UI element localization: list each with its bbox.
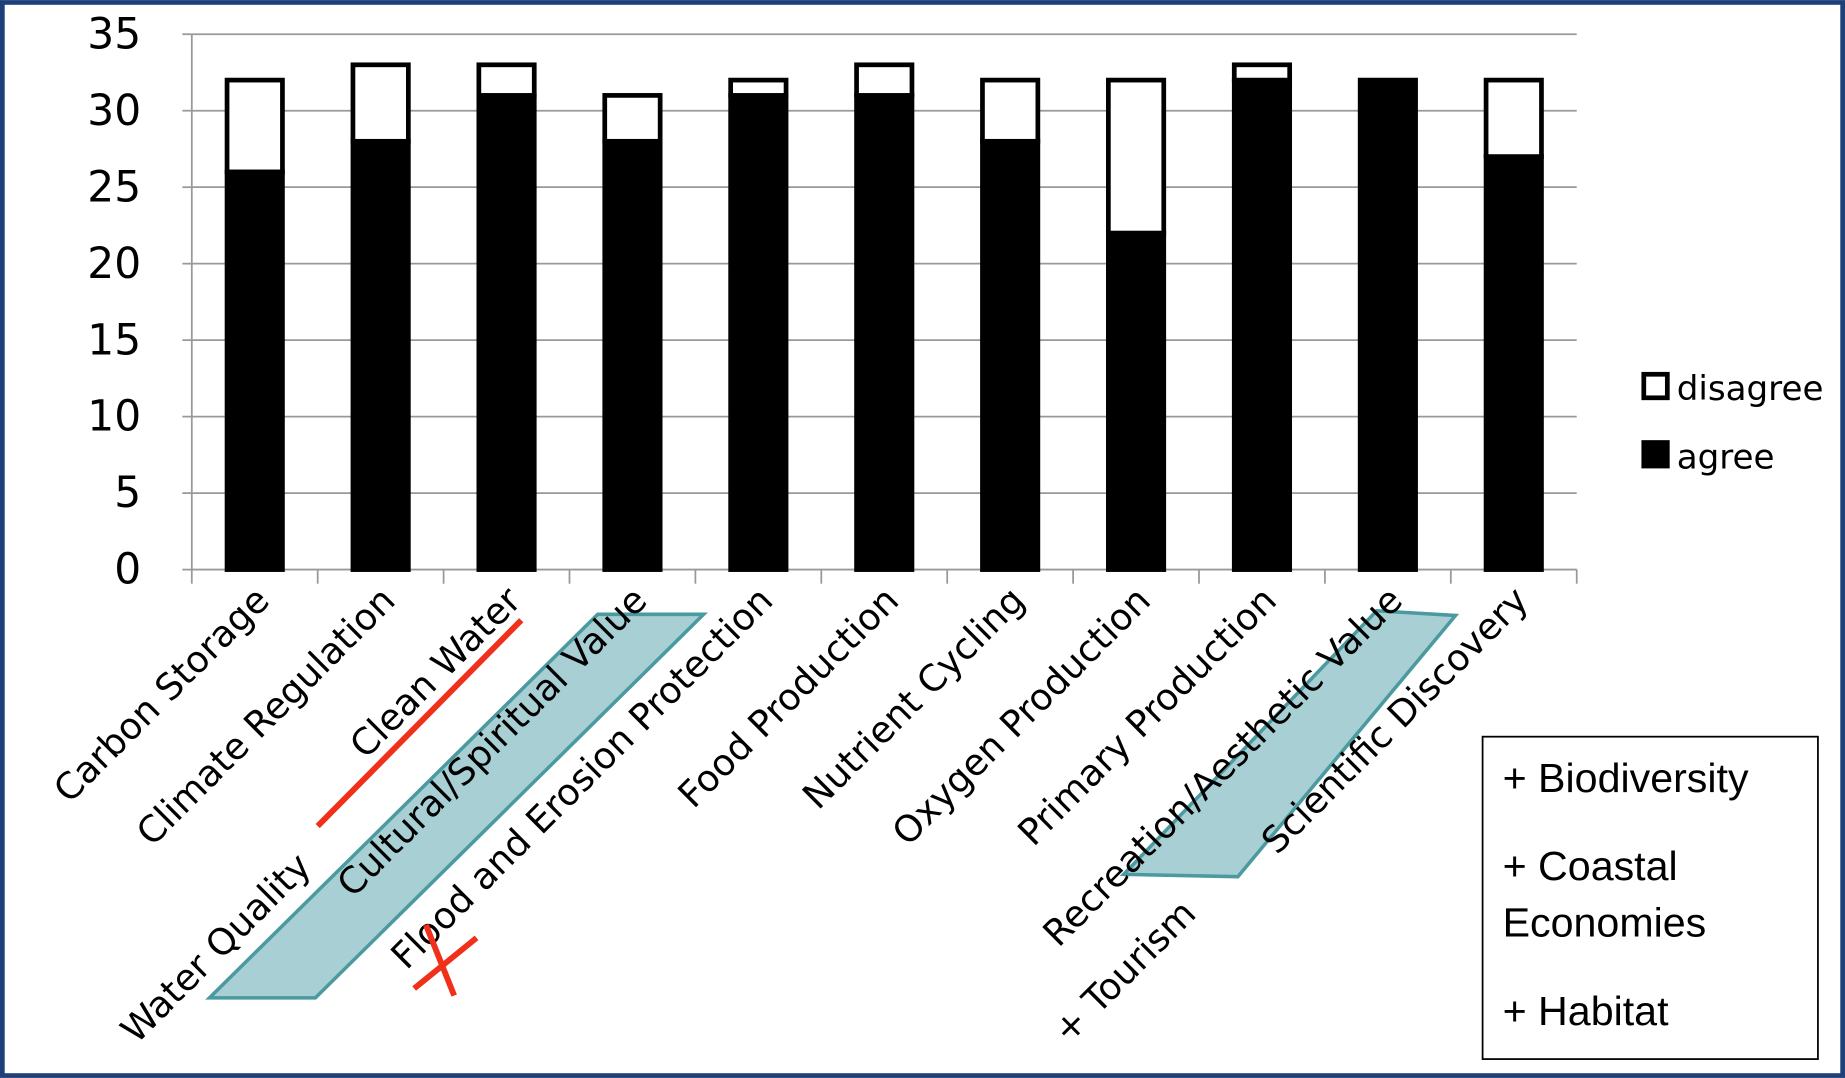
- bar-segment: [1231, 62, 1293, 83]
- note-box: [1481, 735, 1819, 1060]
- bar-segment: [980, 77, 1041, 144]
- bar-segment: [476, 62, 537, 98]
- bar-segment: [854, 93, 915, 572]
- bar-segment: [1106, 77, 1167, 236]
- bar-segment: [728, 93, 789, 572]
- y-tick-label: 5: [114, 468, 141, 517]
- bar-segment: [1106, 230, 1167, 572]
- strike-x: [412, 935, 479, 991]
- bar-segment: [602, 138, 663, 572]
- y-tick-label: 30: [87, 86, 141, 135]
- bar-segment: [602, 93, 663, 144]
- bar-segment: [1231, 77, 1293, 572]
- bar-segment: [476, 93, 537, 572]
- bar-segment: [728, 77, 789, 98]
- bar-segment: [1483, 154, 1544, 572]
- bar-segment: [350, 138, 411, 572]
- y-tick-label: 0: [114, 545, 141, 594]
- y-tick-label: 35: [87, 9, 141, 58]
- legend-swatch: [1641, 371, 1670, 401]
- bar-segment: [854, 62, 915, 98]
- strike-x: [423, 923, 457, 997]
- legend-label: agree: [1677, 437, 1775, 477]
- bar-segment: [980, 138, 1041, 572]
- bar-segment: [350, 62, 411, 144]
- note-text: + Habitat: [1503, 988, 1669, 1034]
- note-text: Economies: [1503, 900, 1707, 946]
- y-tick-label: 15: [87, 315, 141, 364]
- bar-segment: [1357, 77, 1418, 572]
- bar-segment: [1483, 77, 1544, 159]
- y-tick-label: 20: [87, 239, 141, 288]
- bar-segment: [224, 169, 285, 572]
- y-tick-label: 10: [87, 392, 141, 441]
- legend-swatch: [1641, 440, 1670, 469]
- note-text: + Coastal: [1503, 843, 1678, 889]
- note-text: + Biodiversity: [1503, 755, 1749, 801]
- strike-line: [315, 618, 524, 829]
- highlight-box: [205, 612, 708, 1000]
- highlight-box: [1119, 608, 1460, 879]
- y-tick-label: 25: [87, 162, 141, 211]
- legend-label: disagree: [1677, 369, 1824, 409]
- bar-segment: [224, 77, 285, 175]
